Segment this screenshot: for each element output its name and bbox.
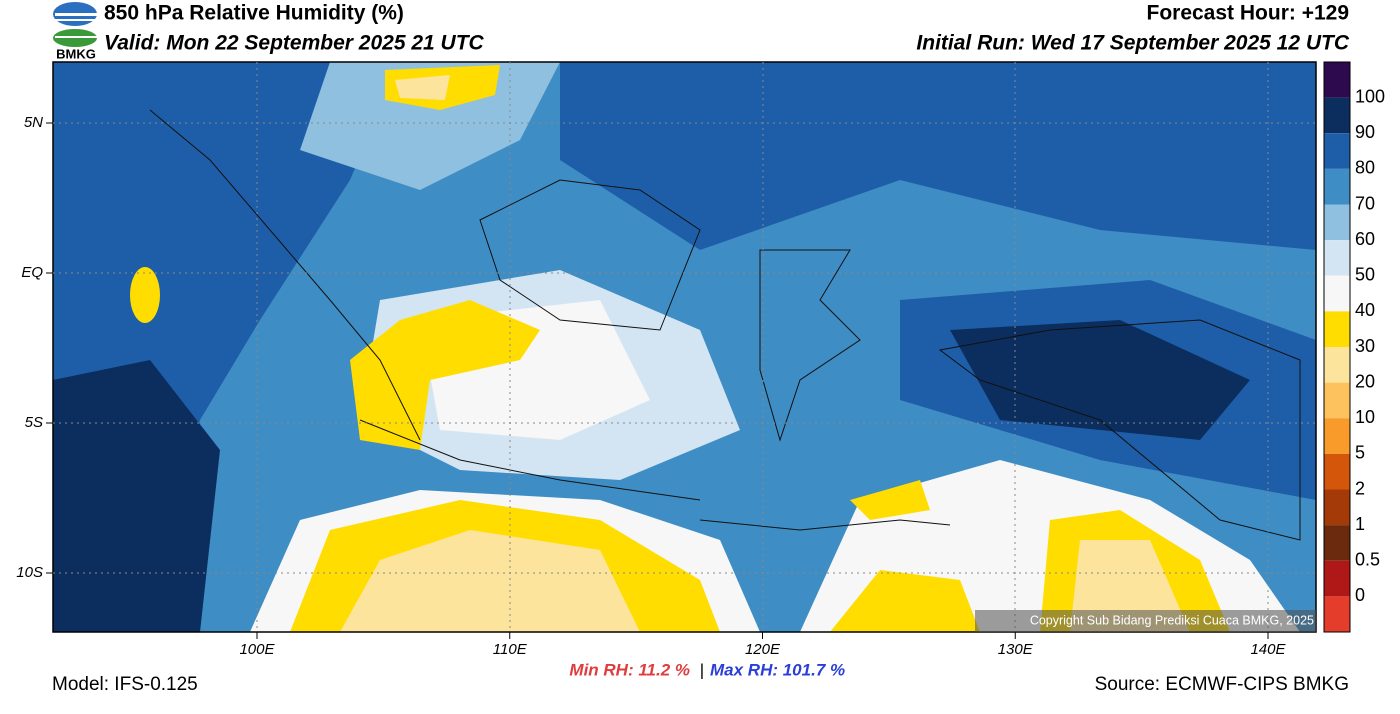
lat-label: EQ — [21, 264, 43, 281]
colorbar-segment — [1324, 525, 1350, 561]
colorbar-label: 90 — [1355, 122, 1375, 142]
colorbar-segment — [1324, 489, 1350, 526]
colorbar-label: 20 — [1355, 371, 1375, 391]
lon-label: 140E — [1250, 641, 1286, 658]
colorbar-segment — [1324, 382, 1350, 419]
colorbar-label: 0.5 — [1355, 550, 1380, 570]
lon-labels: 100E 110E 120E 130E 140E — [239, 632, 1287, 658]
colorbar-segment — [1324, 62, 1350, 98]
logo: BMKG — [53, 2, 97, 61]
lat-labels: 5N EQ 5S 10S — [16, 114, 53, 581]
colorbar-segment — [1324, 418, 1350, 454]
colorbar-label: 50 — [1355, 265, 1375, 285]
source: Source: ECMWF-CIPS BMKG — [1095, 674, 1349, 695]
colorbar-label: 80 — [1355, 158, 1375, 178]
colorbar-label: 1 — [1355, 514, 1365, 534]
colorbar-segment — [1324, 204, 1350, 241]
colorbar-label: 40 — [1355, 300, 1375, 320]
lon-label: 110E — [493, 641, 528, 658]
colorbar-segment — [1324, 240, 1350, 276]
colorbar-segment — [1324, 275, 1350, 312]
logo-text: BMKG — [56, 46, 96, 61]
min-rh: Min RH: 11.2 % — [569, 660, 690, 679]
separator: | — [700, 660, 704, 679]
colorbar-label: 60 — [1355, 229, 1375, 249]
colorbar-segment — [1324, 133, 1350, 169]
title: 850 hPa Relative Humidity (%) — [104, 2, 404, 25]
graticule — [53, 62, 1316, 632]
colorbar-label: 100 — [1355, 86, 1385, 106]
lat-label: 5S — [25, 414, 43, 431]
lon-label: 120E — [745, 641, 781, 658]
colorbar-label: 0 — [1355, 585, 1365, 605]
colorbar-label: 10 — [1355, 407, 1375, 427]
colorbar-segment — [1324, 311, 1350, 347]
colorbar: 100 90 80 70 60 50 40 30 20 10 5 2 1 0.5 0 — [1323, 61, 1385, 633]
model: Model: IFS-0.125 — [52, 674, 198, 695]
colorbar-label: 5 — [1355, 443, 1365, 463]
colorbar-segment — [1324, 168, 1350, 205]
lon-label: 100E — [239, 641, 275, 658]
forecast-hour: Forecast Hour: +129 — [1147, 2, 1350, 25]
colorbar-segment — [1324, 596, 1350, 632]
max-rh: Max RH: 101.7 % — [710, 660, 845, 679]
colorbar-label: 30 — [1355, 336, 1375, 356]
humidity-field — [53, 62, 1316, 632]
copyright: Copyright Sub Bidang Prediksi Cuaca BMKG… — [1030, 613, 1314, 627]
colorbar-label: 2 — [1355, 478, 1365, 498]
colorbar-segment — [1324, 453, 1350, 490]
colorbar-frame — [1323, 61, 1351, 633]
initial-run: Initial Run: Wed 17 September 2025 12 UT… — [916, 32, 1349, 55]
colorbar-segment — [1324, 97, 1350, 134]
valid-time: Valid: Mon 22 September 2025 21 UTC — [104, 32, 485, 55]
lat-label: 5N — [24, 114, 43, 131]
colorbar-segment — [1324, 560, 1350, 597]
lat-label: 10S — [16, 564, 43, 581]
colorbar-segment — [1324, 347, 1350, 383]
copyright-box — [975, 610, 1316, 632]
colorbar-label: 70 — [1355, 193, 1375, 213]
lon-label: 130E — [998, 641, 1034, 658]
